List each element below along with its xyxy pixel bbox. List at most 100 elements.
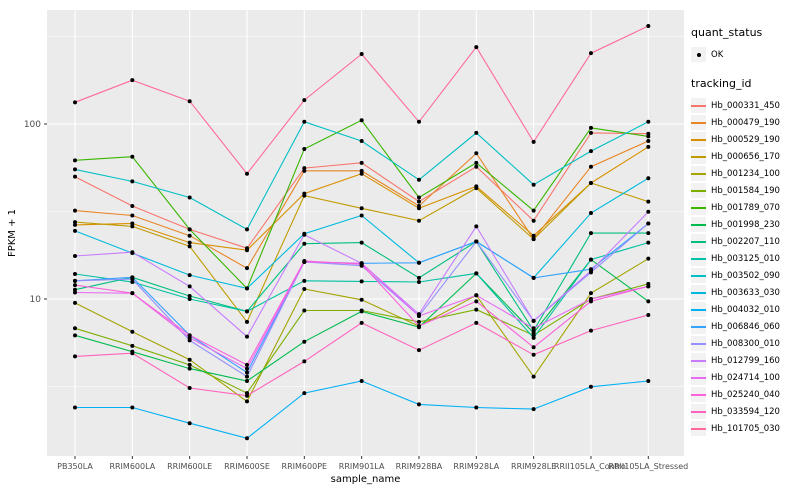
data-point bbox=[588, 211, 593, 216]
data-point bbox=[359, 160, 364, 165]
data-point bbox=[474, 405, 479, 410]
data-point bbox=[244, 248, 249, 253]
data-point bbox=[474, 45, 479, 50]
legend-key-box bbox=[691, 336, 706, 351]
legend-item-label: Hb_024714_100 bbox=[711, 372, 780, 383]
legend-item-Hb_001789_070: Hb_001789_070 bbox=[691, 199, 799, 216]
data-point bbox=[646, 221, 651, 226]
data-point bbox=[302, 166, 307, 171]
legend-item-label: Hb_000529_190 bbox=[711, 134, 780, 145]
y-tick-label: 10 bbox=[30, 295, 42, 305]
data-point bbox=[359, 309, 364, 314]
legend-item-label: Hb_000479_190 bbox=[711, 117, 780, 128]
legend-item-Hb_008300_010: Hb_008300_010 bbox=[691, 335, 799, 352]
data-point bbox=[588, 257, 593, 262]
data-point bbox=[302, 258, 307, 263]
data-point bbox=[73, 405, 77, 410]
data-point bbox=[244, 334, 249, 339]
x-tick-label: RRIM600PE bbox=[282, 462, 328, 471]
point-marker-icon bbox=[696, 52, 701, 57]
legend-key-box bbox=[691, 166, 706, 181]
data-point bbox=[474, 307, 479, 312]
data-point bbox=[359, 320, 364, 325]
data-point bbox=[474, 299, 479, 304]
legend-key-box bbox=[691, 200, 706, 215]
y-axis-title: FPKM + 1 bbox=[7, 209, 18, 257]
data-point bbox=[73, 158, 77, 163]
data-point bbox=[646, 199, 651, 204]
data-point bbox=[244, 378, 249, 383]
data-point bbox=[130, 291, 135, 296]
legend-item-Hb_101705_030: Hb_101705_030 bbox=[691, 420, 799, 437]
legend-item-label: Hb_025240_040 bbox=[711, 389, 780, 400]
data-point bbox=[187, 366, 192, 371]
data-point bbox=[588, 291, 593, 296]
data-point bbox=[130, 277, 135, 282]
data-point bbox=[531, 335, 536, 340]
data-point bbox=[416, 348, 421, 353]
legend-line-swatch bbox=[691, 359, 706, 362]
data-point bbox=[531, 139, 536, 144]
data-point bbox=[474, 151, 479, 156]
legend-item-Hb_003502_090: Hb_003502_090 bbox=[691, 267, 799, 284]
data-point bbox=[302, 232, 307, 237]
legend-line-swatch bbox=[691, 172, 706, 175]
legend-line-swatch bbox=[691, 240, 706, 243]
legend-key-box bbox=[691, 149, 706, 164]
panel-background bbox=[47, 10, 684, 456]
data-point bbox=[588, 384, 593, 389]
legend-item-label: Hb_101705_030 bbox=[711, 423, 780, 434]
data-point bbox=[646, 240, 651, 245]
data-point bbox=[416, 206, 421, 211]
data-point bbox=[359, 213, 364, 218]
legend-key-box bbox=[691, 132, 706, 147]
data-point bbox=[302, 98, 307, 103]
legend-item-label: OK bbox=[711, 49, 724, 60]
data-point bbox=[244, 286, 249, 291]
data-point bbox=[187, 333, 192, 338]
legend-key-box bbox=[691, 251, 706, 266]
data-point bbox=[244, 436, 249, 441]
data-point bbox=[531, 374, 536, 379]
data-point bbox=[187, 227, 192, 232]
legend-item-label: Hb_033594_120 bbox=[711, 406, 780, 417]
data-point bbox=[474, 320, 479, 325]
legend-key-box bbox=[691, 421, 706, 436]
legend-key-box bbox=[691, 319, 706, 334]
data-point bbox=[474, 164, 479, 169]
legend-tracking-items: Hb_000331_450 Hb_000479_190 Hb_000529_190 H… bbox=[691, 97, 799, 437]
data-point bbox=[130, 405, 135, 410]
legend-line-swatch bbox=[691, 427, 706, 430]
data-point bbox=[244, 309, 249, 314]
data-point bbox=[359, 262, 364, 267]
data-point bbox=[416, 319, 421, 324]
data-point bbox=[244, 227, 249, 232]
data-point bbox=[359, 206, 364, 211]
data-point bbox=[416, 218, 421, 223]
legend-item-label: Hb_012799_160 bbox=[711, 355, 780, 366]
data-point bbox=[73, 283, 77, 288]
data-point bbox=[359, 240, 364, 245]
data-point bbox=[302, 359, 307, 364]
data-point bbox=[187, 357, 192, 362]
data-point bbox=[130, 329, 135, 334]
data-point bbox=[73, 278, 77, 283]
legend-line-swatch bbox=[691, 410, 706, 413]
data-point bbox=[73, 228, 77, 233]
data-point bbox=[588, 181, 593, 186]
data-point bbox=[416, 313, 421, 318]
data-point bbox=[646, 144, 651, 149]
data-point bbox=[588, 149, 593, 154]
data-point bbox=[73, 290, 77, 295]
data-point bbox=[73, 208, 77, 213]
data-point bbox=[130, 343, 135, 348]
data-point bbox=[244, 362, 249, 367]
legend-line-swatch bbox=[691, 104, 706, 107]
data-point bbox=[531, 182, 536, 187]
data-point bbox=[416, 195, 421, 200]
data-point bbox=[187, 233, 192, 238]
data-point bbox=[646, 119, 651, 124]
x-tick-label: RRIM928LA bbox=[453, 462, 499, 471]
data-point bbox=[646, 134, 651, 139]
